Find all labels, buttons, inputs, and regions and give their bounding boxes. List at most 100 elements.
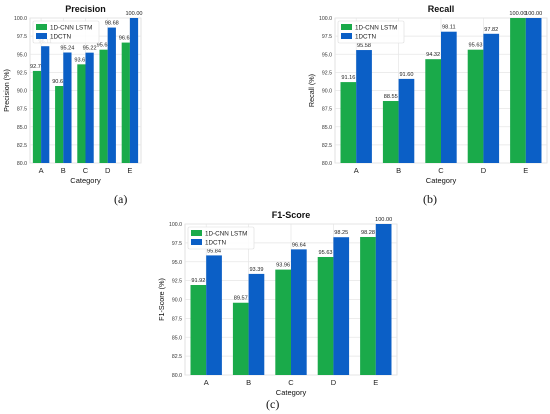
- data-label: 93.61: [74, 57, 88, 63]
- data-label: 95.58: [357, 43, 371, 49]
- bar-1dctn-c: [85, 52, 94, 163]
- chart-title: Precision: [65, 4, 106, 14]
- x-axis-label: Category: [426, 176, 457, 185]
- data-label: 88.55: [384, 94, 398, 100]
- legend-label: 1D-CNN LSTM: [355, 25, 397, 32]
- bar-1d-cnn-lstm-d: [317, 256, 334, 375]
- panel-label-a: (a): [114, 192, 128, 206]
- legend-label: 1DCTN: [355, 34, 376, 41]
- bar-1d-cnn-lstm-b: [382, 101, 399, 163]
- legend-swatch: [36, 33, 47, 39]
- y-tick-label: 100.0: [14, 16, 27, 22]
- x-tick-label: D: [105, 166, 111, 175]
- data-label: 95.63: [97, 43, 111, 49]
- y-tick-label: 80.0: [172, 373, 182, 379]
- y-tick-label: 85.0: [172, 335, 182, 341]
- bar-1d-cnn-lstm-e: [121, 42, 130, 163]
- legend-swatch: [36, 24, 47, 30]
- x-tick-label: A: [354, 166, 359, 175]
- x-axis-label: Category: [70, 176, 101, 185]
- data-label: 95.22: [83, 46, 97, 52]
- bar-1dctn-a: [206, 255, 222, 375]
- bar-1dctn-a: [41, 46, 50, 163]
- y-tick-label: 87.5: [17, 107, 27, 113]
- y-axis-label: F1-Score (%): [157, 278, 166, 321]
- x-tick-label: C: [288, 378, 294, 387]
- y-tick-label: 80.0: [17, 161, 27, 167]
- legend-box: [187, 226, 255, 250]
- legend-box: [337, 20, 405, 44]
- bar-1dctn-b: [248, 273, 265, 375]
- data-label: 95.84: [207, 248, 221, 254]
- bar-1dctn-e: [129, 18, 139, 163]
- y-tick-label: 85.0: [17, 125, 27, 131]
- bar-1dctn-e: [375, 224, 392, 375]
- bar-1d-cnn-lstm-c: [425, 59, 441, 163]
- legend-swatch: [341, 24, 352, 30]
- data-label: 100.00: [125, 11, 142, 17]
- y-tick-label: 92.5: [172, 279, 182, 285]
- x-tick-label: D: [481, 166, 487, 175]
- y-tick-label: 95.0: [17, 52, 27, 58]
- data-label: 98.11: [442, 25, 456, 31]
- x-tick-label: A: [204, 378, 209, 387]
- panel-label-b: (b): [423, 192, 437, 206]
- bar-1d-cnn-lstm-a: [340, 82, 357, 163]
- y-tick-label: 85.0: [322, 125, 332, 131]
- data-label: 100.00: [525, 11, 542, 17]
- data-label: 97.82: [484, 27, 498, 33]
- data-label: 95.24: [60, 46, 74, 52]
- y-tick-label: 100.0: [319, 16, 332, 22]
- y-tick-label: 97.5: [172, 241, 182, 247]
- y-tick-label: 95.0: [172, 260, 182, 266]
- bar-1dctn-b: [63, 52, 72, 164]
- data-label: 98.28: [361, 230, 375, 236]
- data-label: 91.60: [399, 72, 413, 78]
- chart-title: F1-Score: [272, 210, 311, 220]
- data-label: 93.39: [249, 267, 263, 273]
- bar-1dctn-e: [525, 18, 542, 163]
- bar-1d-cnn-lstm-b: [55, 86, 64, 163]
- y-tick-label: 80.0: [322, 161, 332, 167]
- y-axis-label: Recall (%): [307, 74, 316, 107]
- chart-panel-3: 80.0 82.5 85.0 87.5 90.0 92.5 95.0 97.5 100.0 A B C…: [157, 210, 398, 397]
- legend-label: 1D-CNN LSTM: [205, 231, 247, 238]
- legend-box: [32, 20, 100, 44]
- bar-1d-cnn-lstm-e: [360, 236, 376, 375]
- data-label: 90.62: [52, 79, 66, 85]
- data-label: 96.64: [292, 242, 306, 248]
- data-label: 95.63: [469, 43, 483, 49]
- bar-1d-cnn-lstm-e: [510, 18, 526, 163]
- x-tick-label: D: [331, 378, 337, 387]
- data-label: 100.00: [509, 11, 526, 17]
- bar-1d-cnn-lstm-d: [467, 49, 484, 164]
- legend-swatch: [191, 239, 202, 245]
- legend-swatch: [191, 230, 202, 236]
- bar-1d-cnn-lstm-c: [77, 64, 86, 163]
- bar-1dctn-c: [291, 249, 307, 375]
- legend-label: 1DCTN: [205, 240, 226, 247]
- x-tick-label: C: [438, 166, 444, 175]
- data-label: 89.57: [234, 296, 248, 302]
- y-tick-label: 90.0: [172, 298, 182, 304]
- y-tick-label: 82.5: [322, 143, 332, 149]
- x-tick-label: A: [39, 166, 44, 175]
- bar-1d-cnn-lstm-a: [190, 285, 207, 375]
- x-tick-label: E: [523, 166, 528, 175]
- legend: 1D-CNN LSTM 1DCTN: [337, 20, 405, 44]
- bar-1dctn-d: [107, 27, 116, 163]
- bar-1dctn-d: [333, 237, 350, 375]
- legend: 1D-CNN LSTM 1DCTN: [32, 20, 100, 44]
- x-tick-label: B: [61, 166, 66, 175]
- data-label: 95.63: [319, 250, 333, 256]
- bar-1dctn-a: [356, 50, 372, 163]
- bar-1dctn-c: [441, 31, 457, 163]
- y-axis-label: Precision (%): [2, 69, 11, 112]
- y-tick-label: 92.5: [322, 70, 332, 76]
- legend-label: 1D-CNN LSTM: [50, 25, 92, 32]
- y-tick-label: 97.5: [322, 34, 332, 40]
- data-label: 91.16: [341, 75, 355, 81]
- y-tick-label: 87.5: [322, 107, 332, 113]
